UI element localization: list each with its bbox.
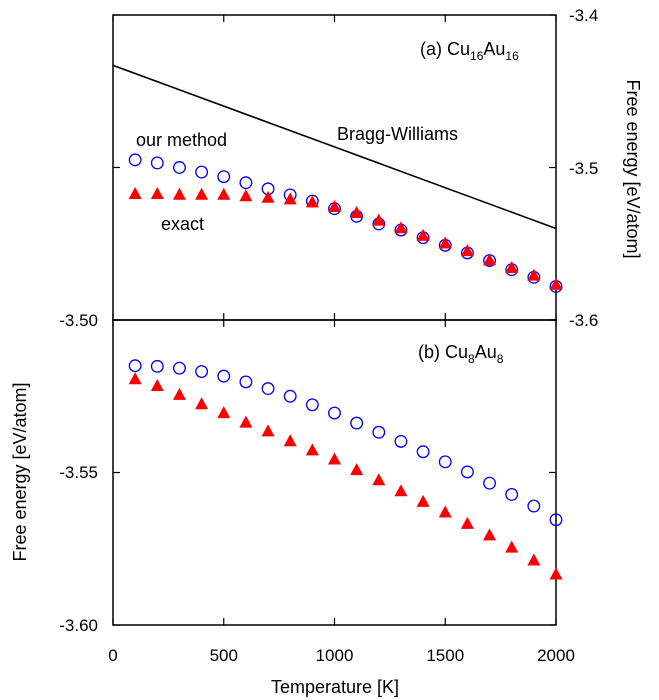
y-tick-label-b: -3.50 [59, 311, 98, 330]
our-method-point-b [128, 359, 142, 373]
exact-point-b [416, 494, 430, 507]
panel-b-label: (b) Cu8Au8 [418, 342, 504, 366]
our-method-point-b [549, 513, 563, 527]
exact-point-a [505, 260, 519, 273]
exact-point-b [350, 463, 364, 476]
our-method-point-b [394, 434, 408, 448]
our-method-point-a [150, 156, 164, 170]
our-method-point-b [172, 361, 186, 375]
x-tick-label: 0 [108, 646, 117, 665]
annotation-exact: exact [161, 214, 204, 234]
x-tick-label: 500 [210, 646, 238, 665]
exact-point-b [150, 378, 164, 391]
exact-point-b [217, 406, 231, 419]
our-method-point-b [527, 499, 541, 513]
exact-point-a [305, 195, 319, 208]
our-method-point-b [505, 488, 519, 501]
our-method-point-a [217, 170, 231, 184]
exact-point-a [239, 189, 253, 202]
exact-point-b [549, 567, 563, 580]
y-tick-label-b: -3.55 [59, 463, 98, 482]
annotation-bragg-williams: Bragg-Williams [337, 124, 458, 144]
our-method-point-a [172, 161, 186, 174]
exact-point-a [394, 221, 408, 234]
y-tick-label-a: -3.4 [569, 6, 598, 25]
y-tick-label-a: -3.5 [569, 159, 598, 178]
exact-point-b [239, 415, 253, 428]
annotation-our-method: our method [136, 130, 227, 150]
our-method-point-b [460, 465, 474, 479]
our-method-point-b [261, 382, 275, 396]
exact-point-a [283, 192, 297, 205]
exact-point-b [261, 424, 275, 437]
y-tick-label-b: -3.60 [59, 616, 98, 635]
exact-point-b [128, 372, 142, 385]
panel-b-frame [112, 319, 557, 626]
y-axis-title-a: Free energy [eV/atom] [623, 79, 643, 258]
exact-point-a [328, 199, 341, 212]
our-method-point-b [283, 389, 297, 403]
exact-point-b [438, 505, 452, 518]
exact-point-a [527, 268, 541, 281]
y-tick-label-a: -3.6 [569, 311, 598, 330]
y-axis-title-b: Free energy [eV/atom] [10, 382, 30, 561]
exact-point-b [328, 452, 341, 465]
exact-point-a [261, 190, 275, 203]
exact-point-b [283, 434, 297, 447]
exact-point-a [549, 277, 563, 290]
exact-point-a [372, 213, 386, 226]
our-method-point-b [483, 476, 497, 490]
our-method-point-b [438, 455, 452, 469]
exact-point-b [172, 387, 186, 400]
exact-point-a [483, 253, 497, 266]
bragg-williams-line-a [112, 64, 557, 230]
exact-point-b [460, 516, 474, 529]
exact-point-a [416, 228, 430, 241]
our-method-point-b [305, 398, 319, 412]
exact-point-a [172, 187, 186, 200]
our-method-point-b [195, 365, 209, 378]
exact-point-b [505, 540, 519, 553]
our-method-point-a [239, 176, 253, 190]
our-method-point-a [195, 165, 209, 179]
our-method-point-b [372, 425, 386, 439]
our-method-point-b [328, 406, 341, 420]
panel-a-frame [112, 14, 557, 321]
x-tick-label: 1000 [316, 646, 354, 665]
exact-point-b [527, 553, 541, 566]
x-axis-title: Temperature [K] [271, 677, 399, 697]
tick-marks [112, 14, 557, 626]
exact-point-a [217, 187, 231, 200]
exact-point-a [150, 186, 164, 199]
exact-point-b [394, 484, 408, 497]
exact-point-b [483, 528, 497, 541]
our-method-point-a [128, 153, 142, 167]
exact-point-a [460, 244, 474, 257]
panel-a-label: (a) Cu16Au16 [420, 39, 519, 63]
x-tick-label: 2000 [537, 646, 575, 665]
exact-point-a [438, 236, 452, 249]
our-method-point-b [150, 359, 164, 373]
exact-point-a [350, 206, 364, 219]
exact-point-b [195, 397, 209, 410]
our-method-point-b [217, 369, 231, 383]
our-method-point-b [239, 375, 253, 389]
exact-point-a [195, 187, 209, 200]
exact-point-b [372, 473, 386, 486]
our-method-point-b [350, 416, 364, 430]
our-method-point-b [416, 445, 430, 459]
data-layer [112, 64, 563, 580]
x-tick-label: 1500 [426, 646, 464, 665]
exact-point-a [128, 186, 142, 199]
exact-point-b [305, 443, 319, 456]
